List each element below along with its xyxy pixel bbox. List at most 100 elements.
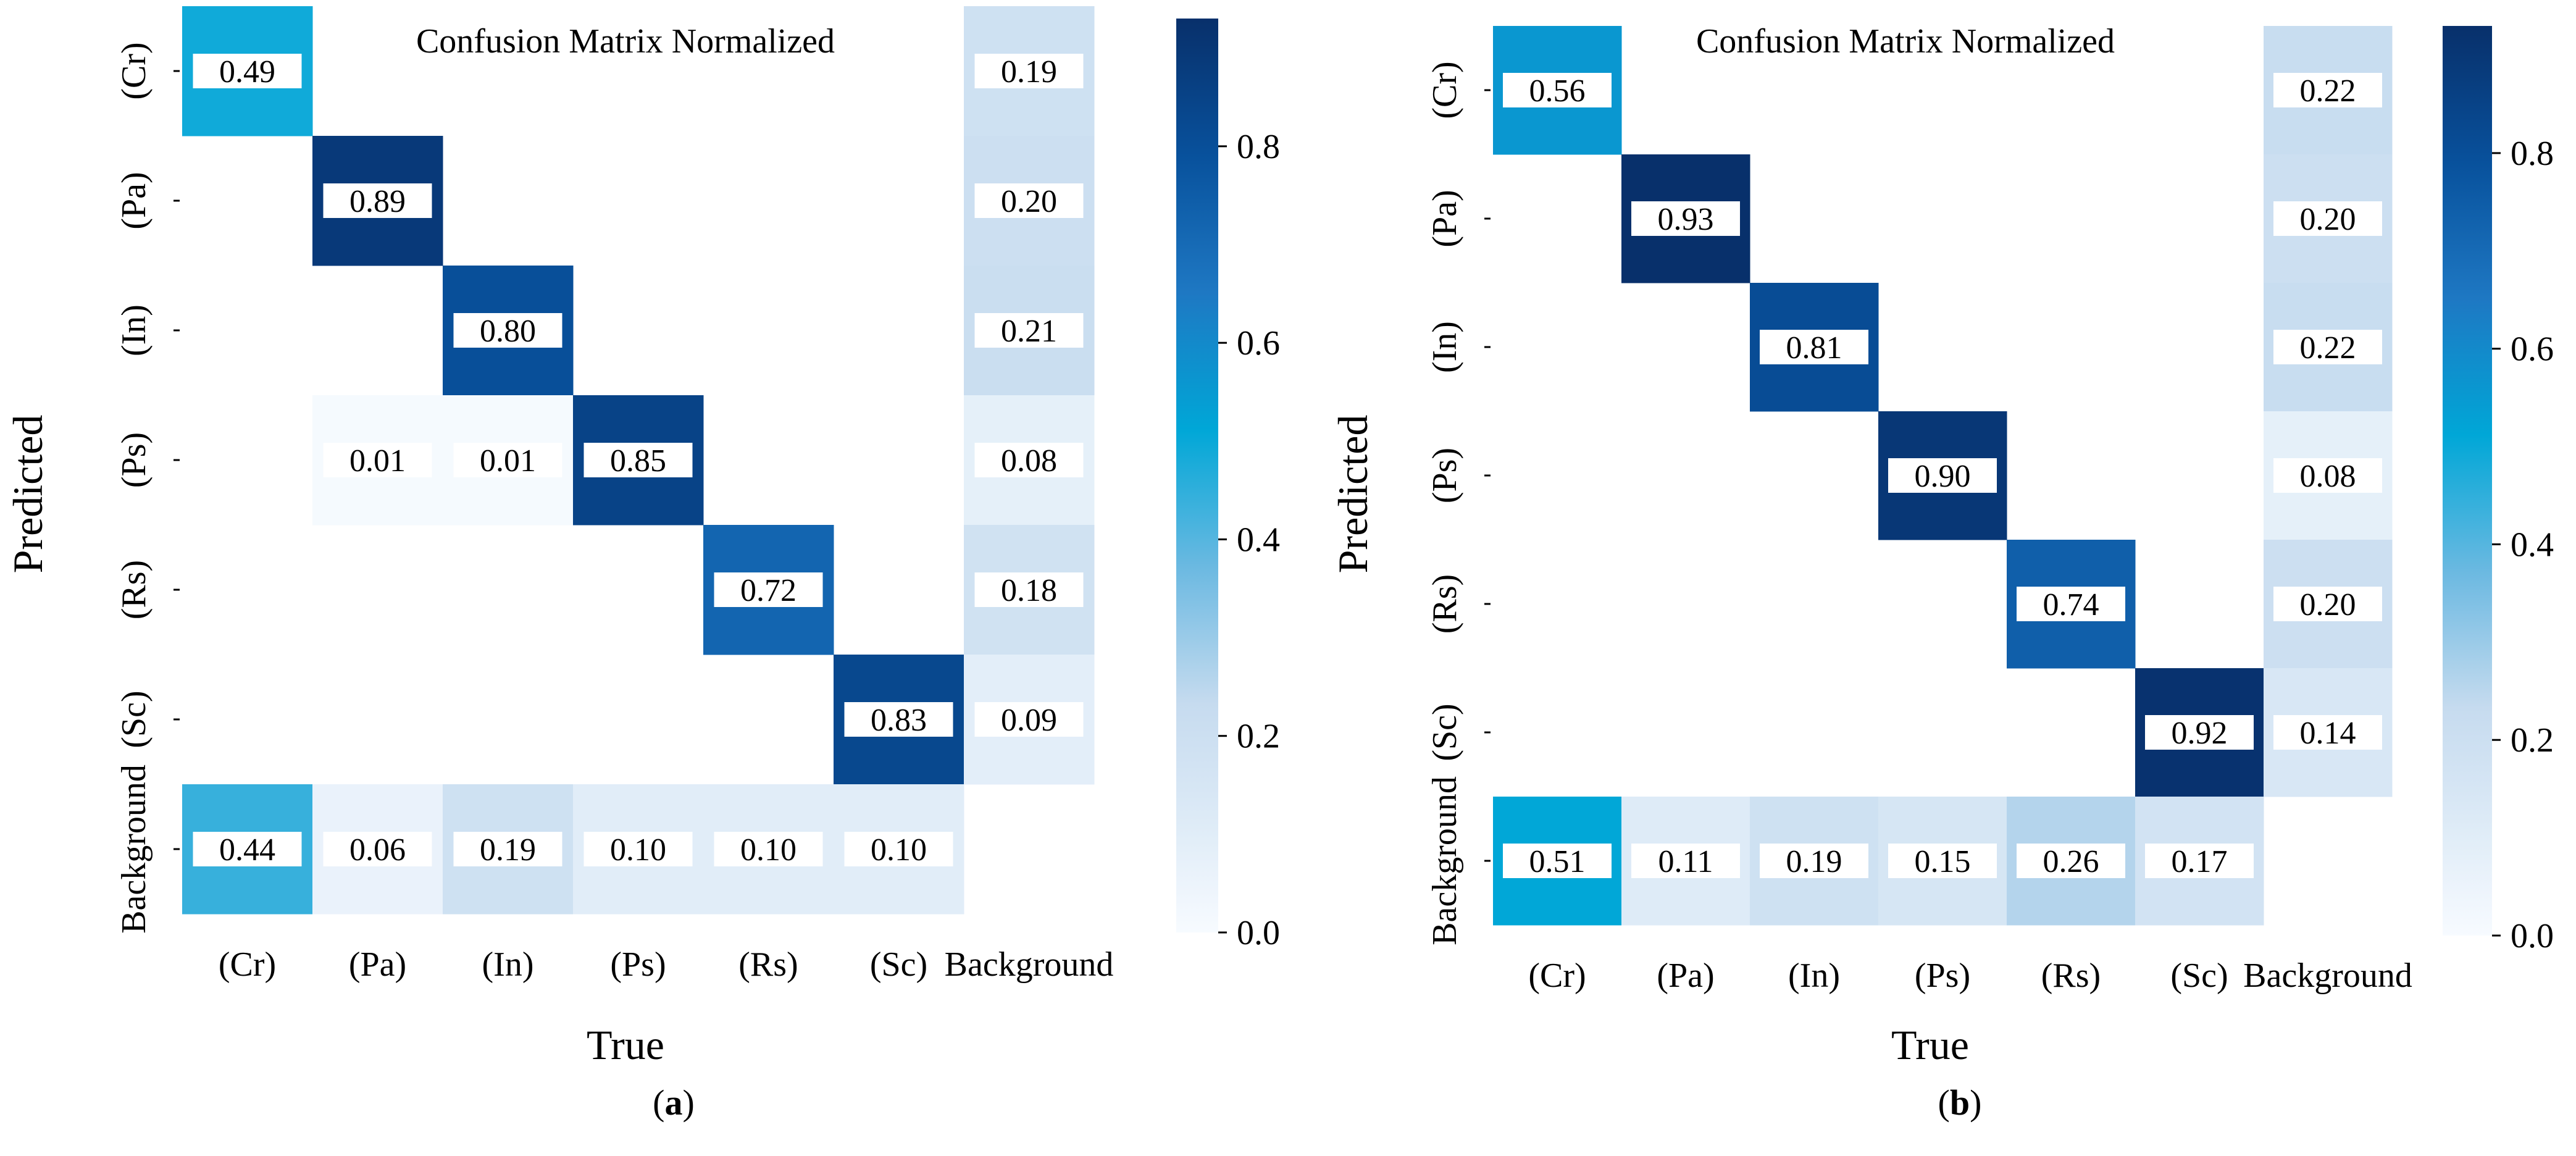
y-axis-label: Predicted	[1329, 415, 1376, 574]
cell-label-5-5: 0.92	[2172, 716, 2228, 751]
cell-label-4-6: 0.18	[1001, 573, 1057, 608]
cell-label-box-4-6	[2273, 587, 2382, 621]
y-tick-0: (Cr)	[115, 42, 153, 99]
cell-label-box-1-6	[2273, 201, 2382, 236]
cell-label-6-4: 0.10	[740, 832, 797, 868]
cell-label-box-6-3	[1888, 844, 1997, 878]
cell-label-box-4-4	[2017, 587, 2125, 621]
cell-label-2-6: 0.21	[1001, 314, 1057, 349]
cell-label-box-3-6	[974, 443, 1084, 477]
cell-label-box-1-1	[1631, 201, 1740, 236]
x-tick-labels: (Cr) (Pa) (In) (Ps) (Rs) (Sc) Background	[219, 945, 1114, 984]
x-tick-1: (Pa)	[349, 945, 406, 984]
x-tick-6: Background	[2243, 957, 2412, 995]
heatmap-a: 0.49 0.19 0.89 0.20 0.80 0.21 0.01 0.01 0.85 0.08…	[4, 6, 1280, 1068]
cell-label-1-6: 0.20	[2300, 202, 2356, 237]
cell-label-box-6-4	[714, 832, 823, 866]
y-tick-1: (Pa)	[1426, 190, 1464, 247]
colorbar-tick-1: 0.2	[2511, 721, 2554, 760]
panel-a: 0.49 0.19 0.89 0.20 0.80 0.21 0.01 0.01 0.85 0.08…	[4, 6, 1280, 1123]
cell-label-box-6-4	[2017, 844, 2125, 878]
colorbar	[2443, 26, 2492, 936]
cell-labels: 0.56 0.22 0.93 0.20 0.81 0.22 0.90 0.08 0.74 0.20…	[1503, 73, 2382, 879]
cell-label-6-3: 0.10	[610, 832, 666, 868]
cell-label-box-2-6	[974, 313, 1084, 348]
cell-label-box-3-3	[1888, 458, 1997, 493]
cell-label-2-2: 0.81	[1786, 330, 1842, 366]
cell-label-6-0: 0.44	[219, 832, 275, 868]
colorbar-tick-4: 0.8	[1237, 128, 1280, 166]
x-tick-2: (In)	[482, 945, 534, 984]
cell-label-6-3: 0.15	[1915, 844, 1971, 879]
cell-label-6-5: 0.17	[2172, 844, 2228, 879]
y-tick-labels: (Cr) (Pa) (In) (Ps) (Rs) (Sc) Background	[1426, 61, 1491, 945]
cell-label-box-3-2	[453, 443, 562, 477]
colorbar	[1176, 19, 1218, 932]
cell-label-box-5-6	[2273, 715, 2382, 750]
cell-label-box-1-6	[974, 183, 1084, 218]
chart-title: Confusion Matrix Normalized	[1696, 22, 2115, 61]
cell-label-4-4: 0.72	[740, 573, 797, 608]
cell-label-box-5-5	[844, 702, 953, 737]
cell-label-box-0-6	[974, 54, 1084, 88]
cell-label-box-6-2	[1760, 844, 1868, 878]
cell-label-6-1: 0.06	[349, 832, 406, 868]
cell-label-5-6: 0.14	[2300, 716, 2356, 751]
y-tick-2: (In)	[115, 304, 153, 356]
panel-label-b: (b)	[1938, 1083, 1982, 1123]
cell-label-box-2-6	[2273, 330, 2382, 364]
cell-label-box-5-5	[2145, 715, 2254, 750]
x-axis-label: True	[587, 1021, 664, 1068]
cell-label-3-2: 0.01	[480, 443, 536, 479]
cell-label-6-2: 0.19	[480, 832, 536, 868]
x-tick-2: (In)	[1788, 957, 1840, 995]
cell-label-5-6: 0.09	[1001, 703, 1057, 738]
x-tick-0: (Cr)	[219, 945, 276, 984]
x-axis-label: True	[1891, 1021, 1969, 1068]
cell-label-box-6-1	[1631, 844, 1740, 878]
cell-label-1-1: 0.89	[349, 184, 406, 219]
y-tick-3: (Ps)	[1426, 448, 1464, 503]
y-axis-label: Predicted	[4, 415, 51, 574]
x-tick-5: (Sc)	[2170, 957, 2228, 995]
cell-label-6-5: 0.10	[871, 832, 927, 868]
cell-label-box-6-2	[453, 832, 562, 866]
colorbar-tick-0: 0.0	[2511, 917, 2554, 955]
colorbar-tick-0: 0.0	[1237, 914, 1280, 952]
cell-label-box-0-0	[193, 54, 302, 88]
cell-label-box-3-3	[583, 443, 693, 477]
colorbar-tick-3: 0.6	[2511, 330, 2554, 369]
cell-label-box-0-0	[1503, 73, 1612, 107]
cell-label-6-2: 0.19	[1786, 844, 1842, 879]
x-tick-1: (Pa)	[1657, 957, 1714, 995]
x-tick-3: (Ps)	[1915, 957, 1970, 995]
cell-labels: 0.49 0.19 0.89 0.20 0.80 0.21 0.01 0.01 0.85 0.08…	[193, 54, 1084, 868]
y-tick-4: (Rs)	[115, 560, 153, 619]
x-tick-3: (Ps)	[610, 945, 666, 984]
cell-label-box-6-0	[193, 832, 302, 866]
colorbar-tick-2: 0.4	[2511, 526, 2554, 564]
cell-label-1-1: 0.93	[1658, 202, 1714, 237]
cell-label-0-0: 0.56	[1529, 73, 1586, 109]
cell-label-0-6: 0.19	[1001, 54, 1057, 90]
cell-label-5-5: 0.83	[871, 703, 927, 738]
cell-label-3-6: 0.08	[1001, 443, 1057, 479]
cell-label-box-5-6	[974, 702, 1084, 737]
panel-b: 0.56 0.22 0.93 0.20 0.81 0.22 0.90 0.08 0.74 0.20…	[1288, 0, 2576, 1156]
cell-label-6-4: 0.26	[2043, 844, 2099, 879]
cell-label-0-6: 0.22	[2300, 73, 2356, 109]
y-tick-5: (Sc)	[1426, 703, 1464, 761]
colorbar-tick-4: 0.8	[2511, 135, 2554, 173]
x-tick-4: (Rs)	[2041, 957, 2101, 995]
cell-label-2-2: 0.80	[480, 314, 536, 349]
colorbar-tick-3: 0.6	[1237, 324, 1280, 362]
cell-label-box-6-5	[2145, 844, 2254, 878]
y-tick-4: (Rs)	[1426, 574, 1464, 634]
colorbar-ticks: 0.0 0.2 0.4 0.6 0.8	[2492, 135, 2554, 955]
cell-label-4-6: 0.20	[2300, 587, 2356, 622]
y-tick-6: Background	[115, 764, 153, 934]
cell-label-3-6: 0.08	[2300, 459, 2356, 494]
chart-title: Confusion Matrix Normalized	[416, 22, 835, 61]
x-tick-4: (Rs)	[738, 945, 798, 984]
cell-label-box-4-6	[974, 572, 1084, 607]
